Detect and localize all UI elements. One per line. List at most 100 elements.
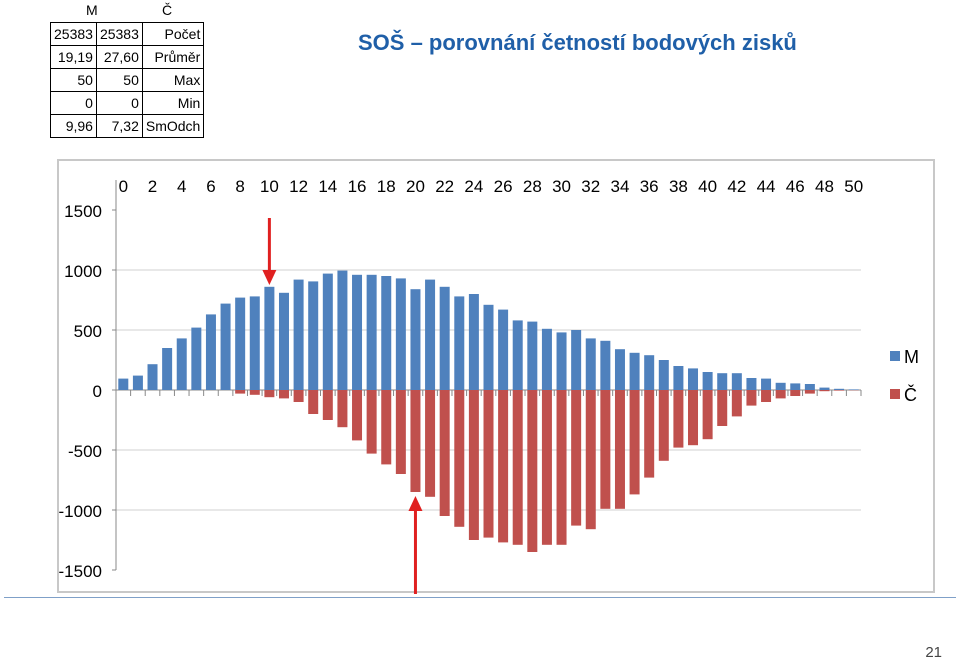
bar-c	[293, 390, 304, 402]
x-tick-label: 38	[669, 177, 688, 196]
y-tick-label: 500	[74, 322, 102, 341]
x-tick-label: 46	[786, 177, 805, 196]
bar-m	[673, 366, 684, 390]
bar-m	[819, 387, 830, 390]
bar-m	[775, 382, 786, 390]
bar-m	[468, 294, 479, 390]
bar-c	[614, 390, 625, 509]
x-tick-label: 24	[464, 177, 483, 196]
bar-c	[264, 390, 275, 398]
bar-m	[746, 378, 757, 390]
bar-m	[790, 383, 801, 390]
stats-cell-m: 25383	[50, 22, 97, 46]
bar-m	[717, 373, 728, 390]
bar-m	[410, 289, 421, 390]
slide-title: SOŠ – porovnání četností bodových zisků	[358, 30, 797, 55]
stats-cell-c: 27,60	[95, 45, 143, 69]
bar-m	[278, 292, 289, 390]
bar-c	[790, 390, 801, 396]
bar-c	[512, 390, 523, 545]
bar-m	[702, 372, 713, 390]
bar-c	[468, 390, 479, 540]
x-tick-label: 12	[289, 177, 308, 196]
stats-table: 25383 25383 Počet 19,19 27,60 Průměr 50 50 Max 0 0…	[50, 22, 205, 138]
bar-m	[688, 368, 699, 390]
stats-cell-label: SmOdch	[141, 114, 205, 138]
stats-cell-label: Průměr	[141, 45, 205, 69]
bar-m	[644, 355, 655, 390]
bar-m	[381, 276, 392, 390]
x-tick-label: 8	[235, 177, 244, 196]
bar-m	[264, 286, 275, 390]
x-tick-label: 40	[698, 177, 717, 196]
bar-m	[366, 274, 377, 390]
bar-m	[132, 375, 143, 390]
bar-m	[147, 364, 158, 390]
bar-c	[308, 390, 319, 414]
x-tick-label: 10	[260, 177, 279, 196]
bar-c	[278, 390, 289, 399]
stats-header-c: Č	[162, 2, 173, 18]
arrow-head	[408, 496, 423, 511]
arrow-head	[262, 270, 277, 285]
bar-c	[702, 390, 713, 440]
stats-cell-m: 9,96	[50, 114, 97, 138]
bar-m	[498, 309, 509, 390]
bar-m	[848, 389, 859, 390]
bar-c	[761, 390, 772, 402]
bar-c	[249, 390, 260, 395]
y-tick-label: 1000	[64, 262, 102, 281]
bar-c	[352, 390, 363, 441]
bar-m	[425, 279, 436, 390]
bar-m	[658, 360, 669, 390]
bar-c	[395, 390, 406, 474]
bar-m	[527, 321, 538, 390]
bar-c	[644, 390, 655, 478]
bar-c	[688, 390, 699, 446]
stats-row: 19,19 27,60 Průměr	[50, 45, 205, 69]
page-number: 21	[925, 644, 942, 661]
stats-cell-m: 50	[50, 68, 97, 92]
bar-c	[381, 390, 392, 465]
bar-m	[614, 349, 625, 390]
x-tick-label: 32	[581, 177, 600, 196]
x-tick-label: 36	[640, 177, 659, 196]
bar-m	[191, 327, 202, 390]
stats-header-m: M	[86, 2, 98, 18]
x-tick-label: 50	[844, 177, 863, 196]
legend-swatch	[890, 351, 900, 361]
bar-m	[512, 320, 523, 390]
x-tick-label: 0	[119, 177, 128, 196]
bar-m	[220, 303, 231, 390]
bar-c	[629, 390, 640, 495]
bar-m	[205, 314, 216, 390]
bar-m	[337, 270, 348, 390]
bar-m	[293, 279, 304, 390]
x-tick-label: 16	[348, 177, 367, 196]
x-tick-label: 48	[815, 177, 834, 196]
bar-m	[352, 274, 363, 390]
x-tick-label: 30	[552, 177, 571, 196]
stats-cell-c: 25383	[95, 22, 143, 46]
x-tick-label: 28	[523, 177, 542, 196]
x-tick-label: 6	[206, 177, 215, 196]
x-tick-label: 18	[377, 177, 396, 196]
bar-c	[834, 390, 845, 391]
stats-cell-m: 19,19	[50, 45, 97, 69]
bar-m	[629, 352, 640, 390]
bar-c	[673, 390, 684, 448]
bar-m	[235, 297, 246, 390]
x-tick-label: 14	[318, 177, 337, 196]
bar-c	[498, 390, 509, 543]
y-tick-label: 1500	[64, 202, 102, 221]
bar-c	[322, 390, 333, 420]
bar-c	[585, 390, 596, 530]
legend-label: Č	[904, 384, 917, 405]
bar-c	[235, 390, 246, 394]
bar-m	[804, 384, 815, 390]
x-tick-label: 26	[494, 177, 513, 196]
bar-m	[761, 378, 772, 390]
stats-row: 9,96 7,32 SmOdch	[50, 114, 205, 138]
stats-row: 50 50 Max	[50, 68, 205, 92]
stats-cell-c: 50	[95, 68, 143, 92]
